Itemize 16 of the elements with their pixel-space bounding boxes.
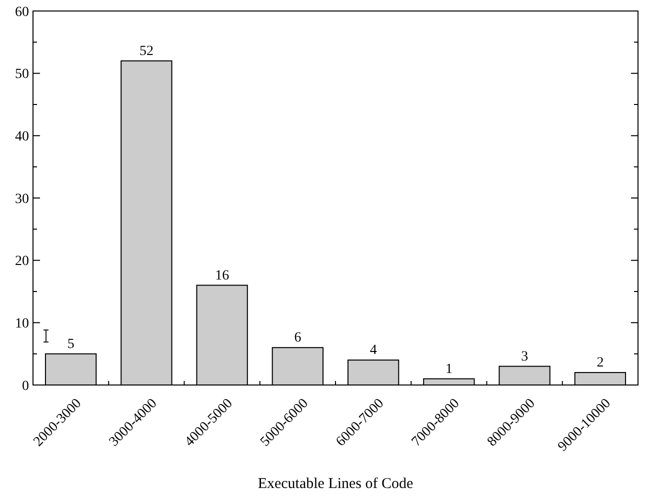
data-label: 6 — [294, 330, 302, 346]
data-label: 3 — [521, 349, 528, 364]
y-tick-label: 60 — [15, 4, 29, 20]
x-axis-title: Executable Lines of Code — [258, 476, 414, 492]
y-tick-label: 40 — [15, 130, 29, 145]
data-label: 16 — [215, 268, 230, 284]
data-label: 2 — [596, 356, 604, 371]
y-tick-label: 20 — [15, 254, 29, 270]
data-label: 4 — [370, 343, 377, 358]
y-tick-label: 50 — [15, 67, 29, 82]
data-label: 5 — [67, 336, 74, 352]
data-label: 1 — [445, 362, 452, 377]
y-tick-label: 30 — [15, 192, 29, 207]
data-label: 52 — [139, 44, 154, 59]
y-tick-label: 0 — [22, 378, 29, 394]
y-tick-label: 10 — [15, 316, 29, 332]
